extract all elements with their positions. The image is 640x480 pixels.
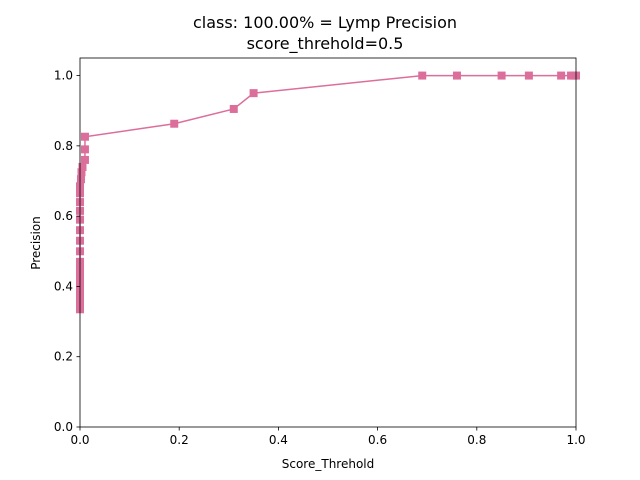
x-tick-label: 0.4 <box>269 433 288 447</box>
data-point <box>80 132 89 141</box>
data-point <box>229 104 238 113</box>
x-tick-label: 1.0 <box>566 433 585 447</box>
chart-subtitle: score_threhold=0.5 <box>247 34 404 54</box>
x-axis-label: Score_Threhold <box>282 457 375 471</box>
x-tick-label: 0.8 <box>467 433 486 447</box>
y-tick-label: 0.8 <box>54 139 73 153</box>
y-tick-label: 0.4 <box>54 279 73 293</box>
y-axis-label: Precision <box>29 216 43 270</box>
data-point <box>80 145 89 154</box>
data-point <box>524 71 533 80</box>
chart-title: class: 100.00% = Lymp Precision <box>193 13 457 32</box>
y-tick-label: 1.0 <box>54 69 73 83</box>
data-point <box>497 71 506 80</box>
x-tick-label: 0.0 <box>70 433 89 447</box>
data-point <box>452 71 461 80</box>
data-point <box>557 71 566 80</box>
data-point <box>76 175 85 184</box>
plot-frame <box>79 57 577 428</box>
x-tick-label: 0.6 <box>368 433 387 447</box>
data-point <box>170 119 179 128</box>
data-point <box>77 168 86 177</box>
series-line <box>79 74 576 310</box>
y-tick-label: 0.6 <box>54 209 73 223</box>
plot-area <box>76 71 580 314</box>
data-point <box>78 162 87 171</box>
y-tick-label: 0.2 <box>54 350 73 364</box>
data-point <box>80 155 89 164</box>
y-tick-label: 0.0 <box>54 420 73 434</box>
axes: 0.0 0.2 0.4 0.6 0.8 1.0 0.0 0.2 0.4 0.6 0.8 1.0 <box>54 57 586 447</box>
data-point <box>418 71 427 80</box>
x-tick-label: 0.2 <box>170 433 189 447</box>
data-point <box>249 89 258 98</box>
